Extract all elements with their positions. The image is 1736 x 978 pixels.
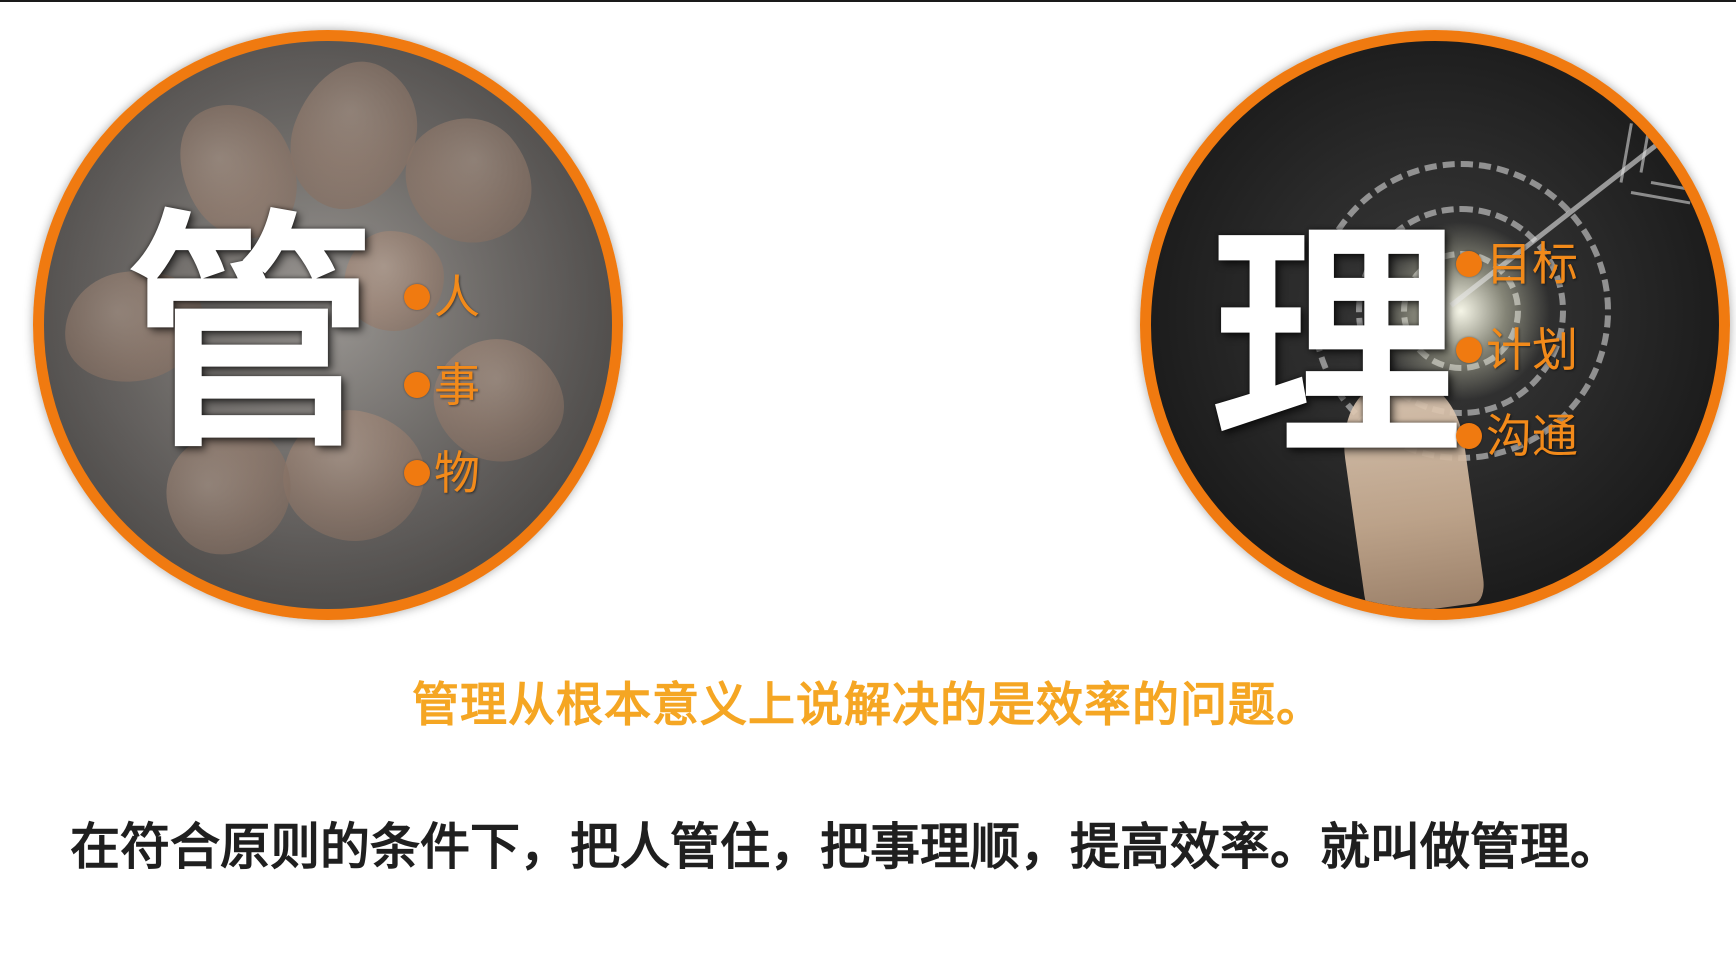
list-item: 事 — [404, 341, 480, 429]
list-item-label: 物 — [434, 446, 480, 500]
management-circle-right: 理 目标 计划 沟通 — [1140, 30, 1730, 620]
highlight-statement: 管理从根本意义上说解决的是效率的问题。 — [412, 678, 1324, 733]
big-character-guan: 管 — [126, 190, 376, 481]
big-character-li: 理 — [1211, 200, 1461, 491]
list-item: 目标 — [1456, 221, 1578, 307]
top-divider — [0, 0, 1736, 2]
list-item: 人 — [404, 253, 480, 341]
list-item-label: 人 — [434, 270, 480, 324]
management-circle-left: 管 人 事 物 — [33, 30, 623, 620]
arrow-feather — [1630, 191, 1691, 205]
arrow-feather — [1639, 113, 1653, 173]
list-item-label: 计划 — [1486, 323, 1578, 377]
left-bullet-list: 人 事 物 — [404, 253, 480, 517]
management-definition: 在符合原则的条件下，把人管住，把事理顺，提高效率。就叫做管理。 — [70, 818, 1620, 876]
arrow-feather — [1650, 181, 1711, 195]
list-item-label: 沟通 — [1486, 409, 1578, 463]
bullet-dot-icon — [404, 372, 430, 398]
list-item: 计划 — [1456, 307, 1578, 393]
list-item: 物 — [404, 429, 480, 517]
bullet-dot-icon — [1456, 337, 1482, 363]
bullet-dot-icon — [404, 284, 430, 310]
bullet-dot-icon — [404, 460, 430, 486]
bullet-dot-icon — [1456, 251, 1482, 277]
target-ring — [1356, 206, 1566, 416]
list-item: 沟通 — [1456, 393, 1578, 479]
image-overlay — [44, 41, 612, 609]
list-item-label: 事 — [434, 358, 480, 412]
arrow-feather — [1619, 123, 1633, 183]
bullet-dot-icon — [1456, 423, 1482, 449]
list-item-label: 目标 — [1486, 237, 1578, 291]
right-bullet-list: 目标 计划 沟通 — [1456, 221, 1578, 479]
